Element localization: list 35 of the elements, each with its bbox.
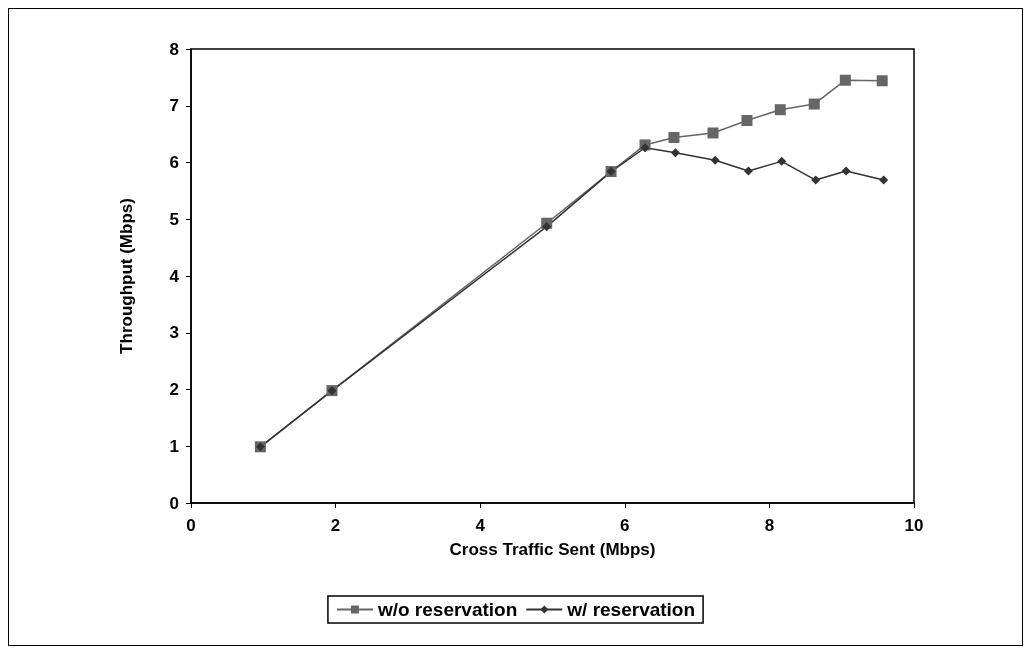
- y-tick-label: 3: [169, 323, 179, 343]
- x-tick-label: 6: [620, 516, 630, 535]
- y-tick-label: 0: [169, 493, 179, 513]
- y-tick-label: 7: [169, 96, 179, 116]
- point: [743, 166, 753, 176]
- point: [811, 175, 821, 185]
- x-tick-label: 8: [764, 516, 775, 535]
- x-axis-title: Cross Traffic Sent (Mbps): [449, 540, 656, 559]
- point: [640, 143, 650, 153]
- point: [774, 104, 786, 116]
- point: [841, 166, 851, 176]
- y-tick-label: 6: [169, 153, 179, 172]
- x-tick-label: 4: [475, 516, 486, 535]
- point: [839, 74, 851, 86]
- point: [879, 175, 889, 185]
- y-tick-label: 5: [169, 209, 179, 229]
- x-tick-label: 2: [330, 516, 341, 535]
- point: [668, 132, 680, 144]
- point: [741, 115, 753, 126]
- point: [710, 155, 720, 165]
- legend-label: w/ reservation: [566, 599, 696, 620]
- x-tick-label: 10: [904, 516, 924, 535]
- y-tick-label: 1: [169, 436, 179, 456]
- point: [777, 156, 787, 166]
- x-tick-label: 0: [186, 516, 196, 535]
- y-tick-label: 8: [169, 39, 179, 59]
- y-axis-title: Throughput (Mbps): [117, 198, 136, 354]
- point: [876, 75, 888, 87]
- point: [542, 222, 552, 232]
- legend-label: w/o reservation: [376, 599, 518, 620]
- y-tick-label: 4: [169, 266, 180, 286]
- point: [808, 98, 820, 110]
- point: [707, 127, 719, 139]
- point: [670, 148, 680, 158]
- y-tick-label: 2: [169, 380, 179, 399]
